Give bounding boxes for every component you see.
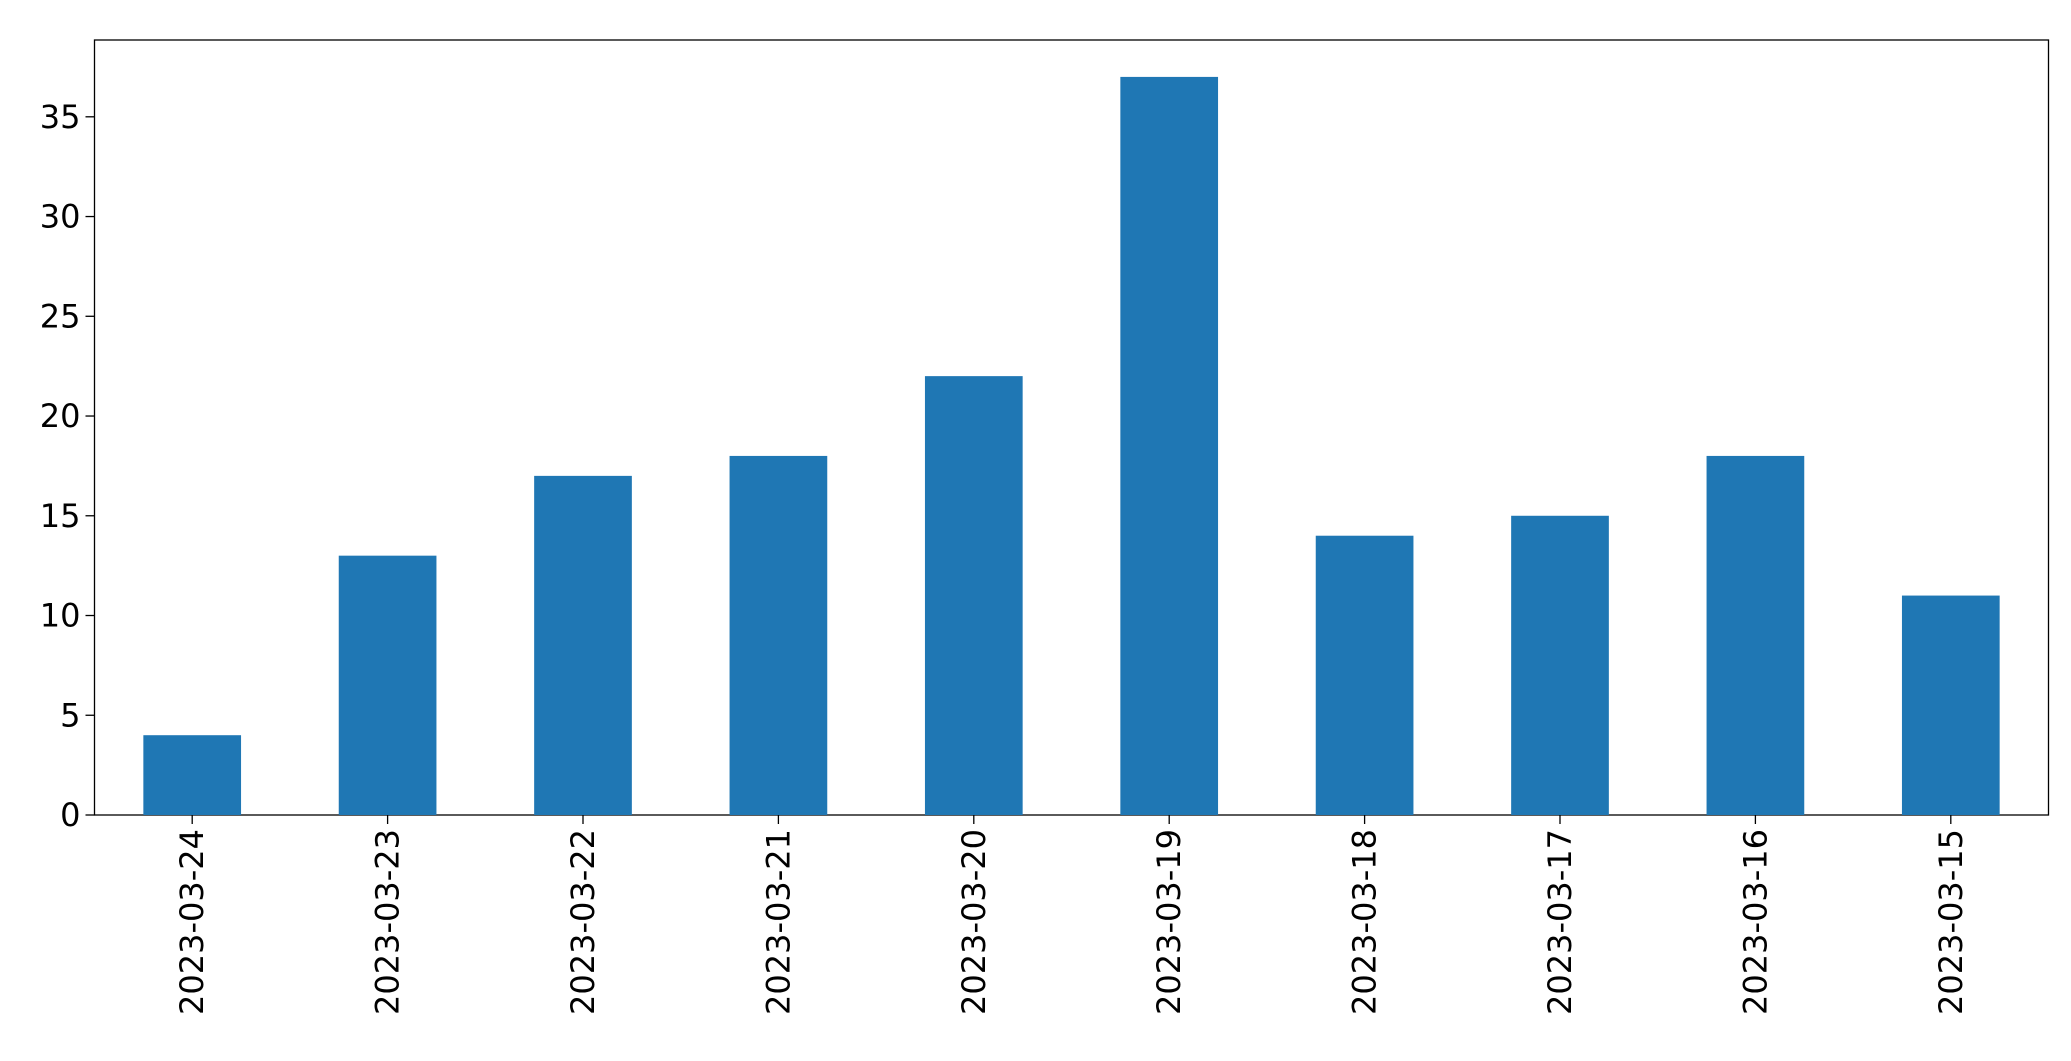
x-tick-label: 2023-03-15 bbox=[1932, 829, 1970, 1015]
bar bbox=[338, 555, 437, 815]
x-tick-label: 2023-03-19 bbox=[1150, 829, 1188, 1015]
y-tick-label: 25 bbox=[40, 297, 81, 335]
y-tick-label: 30 bbox=[40, 198, 81, 236]
bar bbox=[1511, 515, 1609, 815]
x-tick-label: 2023-03-22 bbox=[564, 829, 602, 1015]
x-tick-label: 2023-03-16 bbox=[1736, 829, 1774, 1015]
x-tick-label: 2023-03-20 bbox=[955, 829, 993, 1015]
bar bbox=[1120, 76, 1219, 815]
y-tick-label: 0 bbox=[60, 796, 80, 834]
x-tick-label: 2023-03-18 bbox=[1346, 829, 1384, 1015]
x-tick-label: 2023-03-21 bbox=[759, 829, 797, 1015]
bar bbox=[143, 735, 242, 815]
bar bbox=[1706, 455, 1805, 815]
x-tick-label: 2023-03-23 bbox=[369, 829, 407, 1015]
axes-frame bbox=[93, 39, 2050, 816]
x-tick-label: 2023-03-17 bbox=[1541, 829, 1579, 1015]
y-tick-label: 15 bbox=[40, 497, 81, 535]
y-tick-label: 20 bbox=[40, 397, 81, 435]
y-tick-label: 35 bbox=[40, 98, 81, 136]
bar bbox=[1901, 595, 2000, 815]
bar bbox=[924, 376, 1023, 815]
x-tick-label: 2023-03-24 bbox=[173, 829, 211, 1015]
bar bbox=[1315, 535, 1414, 815]
y-tick-label: 5 bbox=[60, 696, 80, 734]
y-tick-label: 10 bbox=[40, 597, 81, 635]
bar bbox=[729, 455, 828, 815]
bar bbox=[534, 475, 632, 815]
